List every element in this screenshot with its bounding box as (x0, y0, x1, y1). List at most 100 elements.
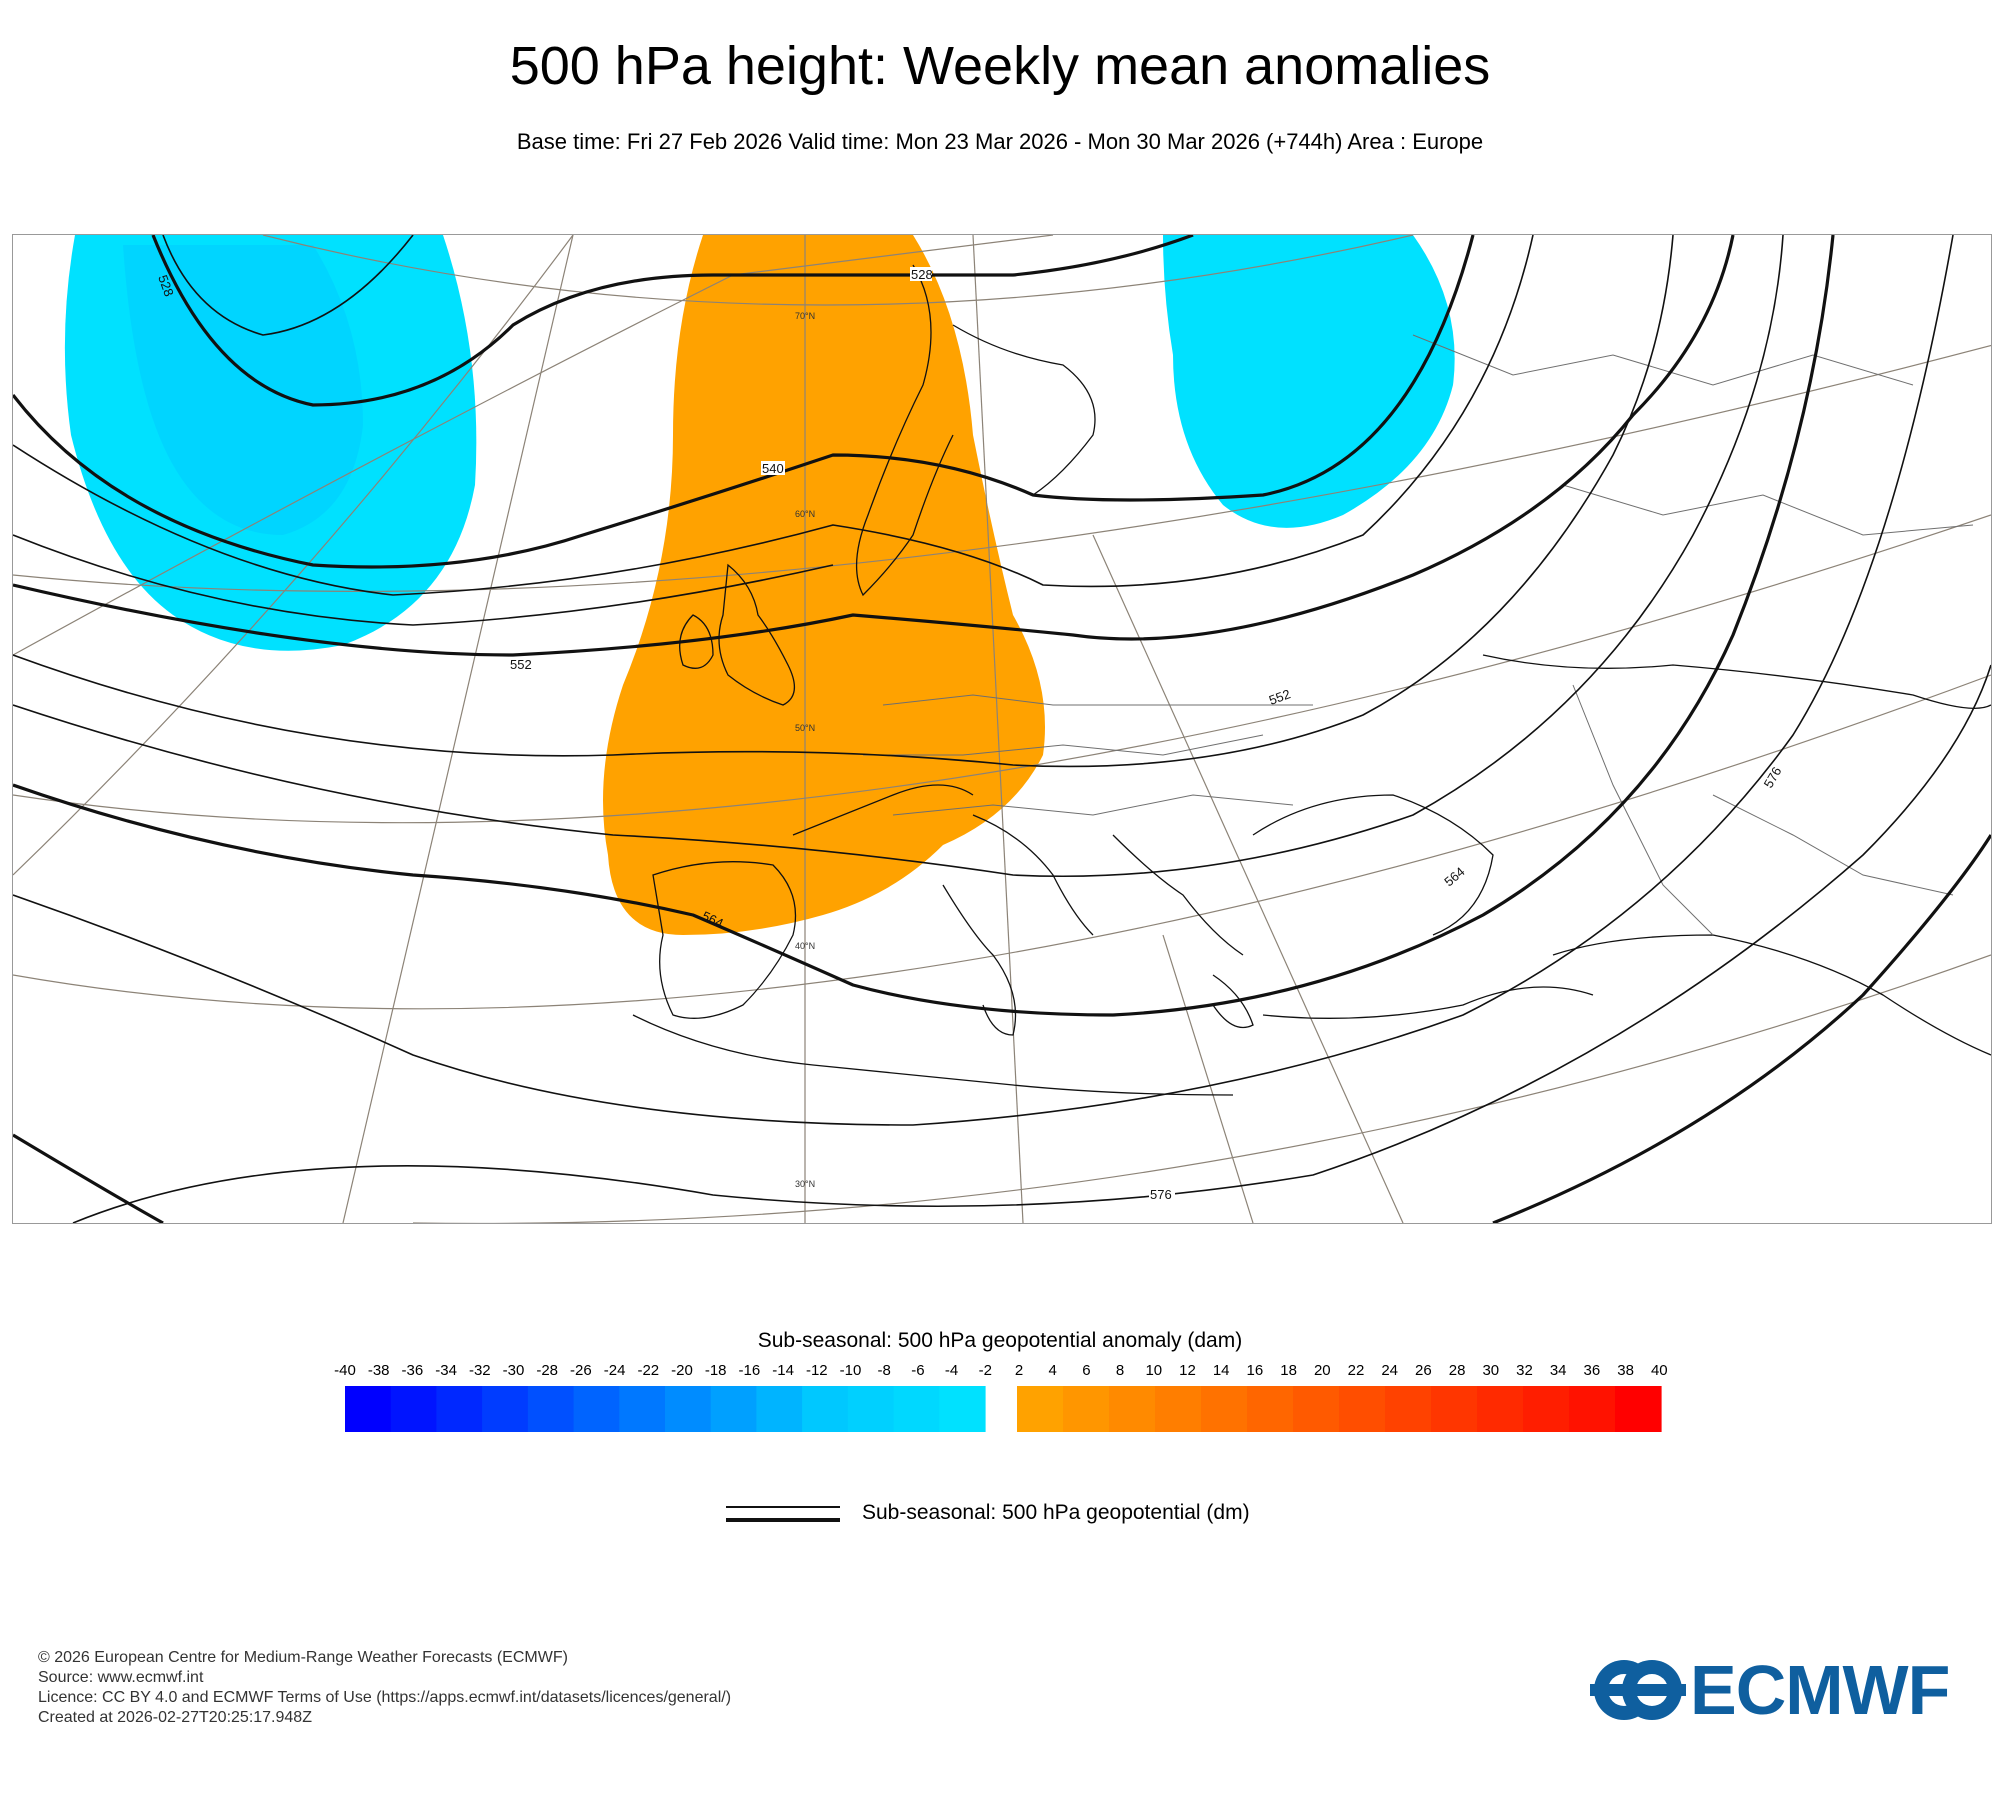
colorbar-swatch-positive (1109, 1386, 1156, 1432)
negative-anomaly-greenland-core (123, 245, 363, 535)
chart-title: 500 hPa height: Weekly mean anomalies (509, 36, 1491, 96)
colorbar-tick-label: 36 (1583, 1362, 1601, 1379)
colorbar-tick-label: 24 (1381, 1362, 1399, 1379)
colorbar-tick-label: -8 (877, 1362, 891, 1379)
colorbar-swatch-negative (527, 1386, 575, 1432)
colorbar-swatch-positive (1477, 1386, 1524, 1432)
colorbar-tick-label: -12 (805, 1362, 828, 1379)
colorbar-tick-label: -20 (671, 1362, 693, 1379)
colorbar (345, 1386, 1662, 1432)
colorbar-swatch-negative (619, 1386, 666, 1432)
colorbar-tick-label: -30 (502, 1362, 525, 1379)
contour-label: 564 (1441, 864, 1467, 889)
colorbar-swatch-positive (1615, 1386, 1662, 1432)
colorbar-tick-label: -24 (603, 1362, 626, 1379)
footer: © 2026 European Centre for Medium-Range … (38, 1648, 731, 1728)
colorbar-swatch-positive (1569, 1386, 1616, 1432)
latitude-label: 70°N (795, 311, 815, 321)
colorbar-swatch-negative (482, 1386, 529, 1432)
colorbar-ticks: -40 -38 -36 -34 -32 -30 -28 -26 -24 -22 -20 -18 -16-… (0, 1362, 2000, 1382)
latitude-label: 50°N (795, 723, 815, 733)
colorbar-swatch-negative (436, 1386, 483, 1432)
colorbar-tick-label: 22 (1347, 1362, 1365, 1379)
colorbar-swatch-negative (390, 1386, 437, 1432)
colorbar-swatch-positive (1293, 1386, 1340, 1432)
colorbar-tick-label: -10 (839, 1362, 862, 1379)
colorbar-tick-label: 20 (1313, 1362, 1331, 1379)
colorbar-swatch-positive (1385, 1386, 1432, 1432)
colorbar-swatch-positive (1201, 1386, 1248, 1432)
positive-anomaly-europe (603, 235, 1045, 935)
source-text: Source: www.ecmwf.int (38, 1669, 204, 1686)
colorbar-tick-label: 12 (1179, 1362, 1196, 1379)
ecmwf-logo-icon (1590, 1660, 1686, 1720)
contour-label: 576 (1150, 1187, 1172, 1202)
colorbar-swatch-positive (1155, 1386, 1202, 1432)
colorbar-tick-label: -28 (536, 1362, 559, 1379)
contour-label: 528 (911, 267, 933, 282)
ecmwf-logo-text: ECMWF (1690, 1651, 1950, 1729)
colorbar-tick-label: 10 (1145, 1362, 1163, 1379)
colorbar-swatch-negative (710, 1386, 757, 1432)
colorbar-tick-label: 6 (1082, 1362, 1091, 1379)
colorbar-swatch-negative (665, 1386, 712, 1432)
colorbar-swatch-positive (1523, 1386, 1570, 1432)
colorbar-tick-label: -6 (911, 1362, 925, 1379)
colorbar-title: Sub-seasonal: 500 hPa geopotential anoma… (757, 1329, 1243, 1352)
colorbar-tick-label: -18 (704, 1362, 727, 1379)
ecmwf-logo: ECMWF (1590, 1654, 1970, 1726)
colorbar-tick-label: -22 (637, 1362, 660, 1379)
colorbar-tick-label: 32 (1516, 1362, 1533, 1379)
colorbar-swatch-positive (1247, 1386, 1294, 1432)
geopotential-legend-label: Sub-seasonal: 500 hPa geopotential (dm) (862, 1501, 1250, 1524)
colorbar-swatch-positive (1431, 1386, 1478, 1432)
europe-map: 528 528 540 552 552 564 564 576 576 70°N… (12, 234, 1992, 1224)
colorbar-tick-label: -2 (978, 1362, 992, 1379)
colorbar-tick-label: -36 (401, 1362, 424, 1379)
colorbar-tick-label: 28 (1448, 1362, 1466, 1379)
chart-subtitle: Base time: Fri 27 Feb 2026 Valid time: M… (516, 129, 1484, 154)
colorbar-tick-label: 2 (1014, 1362, 1024, 1379)
colorbar-tick-label: -32 (468, 1362, 491, 1379)
colorbar-tick-label: -38 (367, 1362, 390, 1379)
created-text: Created at 2026-02-27T20:25:17.948Z (38, 1709, 312, 1726)
contour-label: 540 (762, 461, 784, 476)
colorbar-tick-label: 38 (1617, 1362, 1634, 1379)
contour-label: 552 (510, 657, 532, 672)
colorbar-swatch-positive (1339, 1386, 1386, 1432)
colorbar-tick-label: 16 (1246, 1362, 1264, 1379)
colorbar-tick-label: 8 (1115, 1362, 1125, 1379)
colorbar-swatch-negative (939, 1386, 986, 1432)
colorbar-tick-label: 26 (1415, 1362, 1432, 1379)
latitude-label: 60°N (795, 509, 815, 519)
contour-label: 576 (1761, 764, 1785, 790)
colorbar-tick-label: -40 (334, 1362, 356, 1379)
latitude-label: 40°N (795, 941, 815, 951)
colorbar-swatch-negative (847, 1386, 895, 1432)
colorbar-tick-label: -14 (772, 1362, 794, 1379)
colorbar-tick-label: -26 (570, 1362, 592, 1379)
colorbar-tick-label: -4 (944, 1362, 959, 1379)
copyright-text: © 2026 European Centre for Medium-Range … (38, 1649, 568, 1666)
colorbar-tick-label: 30 (1482, 1362, 1500, 1379)
colorbar-tick-label: 18 (1280, 1362, 1297, 1379)
colorbar-tick-label: 4 (1048, 1362, 1057, 1379)
latitude-label: 30°N (795, 1179, 815, 1189)
colorbar-tick-label: -16 (738, 1362, 761, 1379)
colorbar-swatch-negative (756, 1386, 803, 1432)
colorbar-tick-label: -34 (435, 1362, 457, 1379)
colorbar-swatch-positive (1017, 1386, 1064, 1432)
colorbar-swatch-negative (573, 1386, 620, 1432)
contour-label: 552 (1267, 686, 1293, 708)
colorbar-swatch-negative (802, 1386, 849, 1432)
geopotential-line-swatch (726, 1500, 840, 1526)
colorbar-tick-label: 40 (1650, 1362, 1668, 1379)
colorbar-tick-label: 34 (1549, 1362, 1567, 1379)
colorbar-tick-label: 14 (1212, 1362, 1230, 1379)
colorbar-swatch-negative (893, 1386, 940, 1432)
negative-anomaly-russia (1163, 235, 1455, 528)
colorbar-swatch-positive (1063, 1386, 1110, 1432)
colorbar-swatch-negative (345, 1386, 392, 1432)
licence-text: Licence: CC BY 4.0 and ECMWF Terms of Us… (38, 1689, 732, 1706)
contour-label: 528 (155, 273, 177, 299)
